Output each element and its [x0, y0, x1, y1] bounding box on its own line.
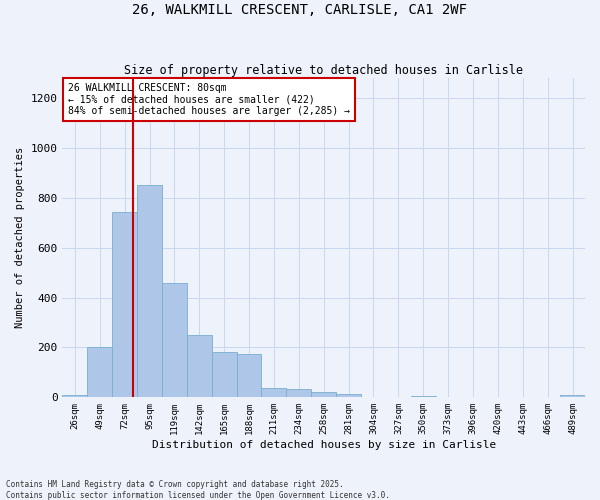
Text: 26 WALKMILL CRESCENT: 80sqm
← 15% of detached houses are smaller (422)
84% of se: 26 WALKMILL CRESCENT: 80sqm ← 15% of det…	[68, 83, 350, 116]
Bar	[311, 392, 336, 398]
Bar	[112, 212, 137, 398]
X-axis label: Distribution of detached houses by size in Carlisle: Distribution of detached houses by size …	[152, 440, 496, 450]
Bar	[62, 395, 88, 398]
Bar	[286, 388, 311, 398]
Bar	[212, 352, 236, 398]
Text: 26, WALKMILL CRESCENT, CARLISLE, CA1 2WF: 26, WALKMILL CRESCENT, CARLISLE, CA1 2WF	[133, 2, 467, 16]
Title: Size of property relative to detached houses in Carlisle: Size of property relative to detached ho…	[124, 64, 523, 77]
Y-axis label: Number of detached properties: Number of detached properties	[15, 147, 25, 328]
Bar	[411, 396, 436, 398]
Bar	[88, 348, 112, 398]
Bar	[262, 388, 286, 398]
Bar	[236, 354, 262, 398]
Bar	[187, 336, 212, 398]
Text: Contains HM Land Registry data © Crown copyright and database right 2025.
Contai: Contains HM Land Registry data © Crown c…	[6, 480, 390, 500]
Bar	[336, 394, 361, 398]
Bar	[162, 282, 187, 398]
Bar	[137, 186, 162, 398]
Bar	[560, 395, 585, 398]
